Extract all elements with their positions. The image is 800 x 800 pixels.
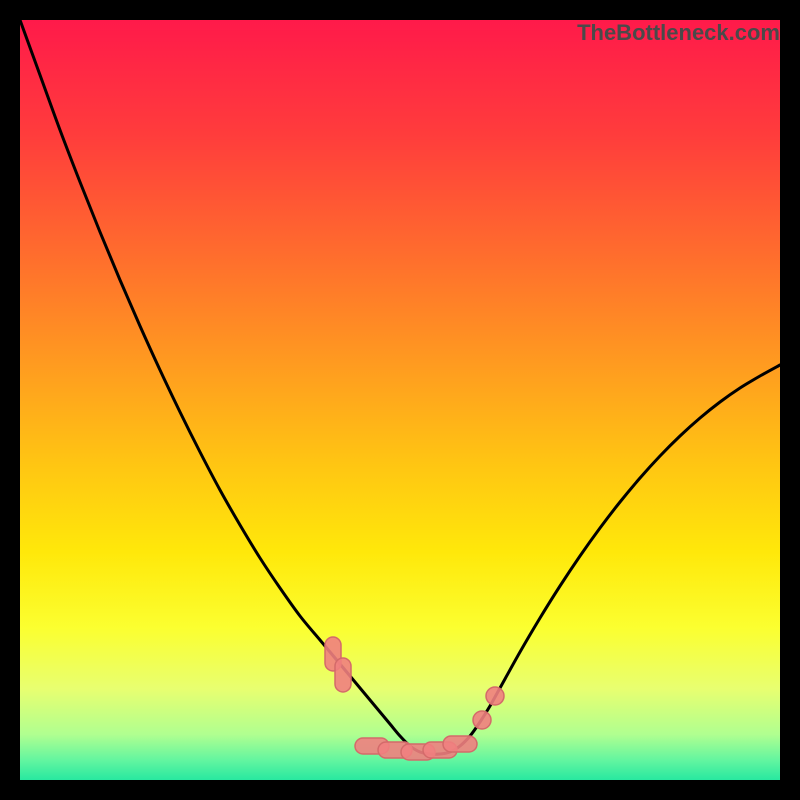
watermark-text: TheBottleneck.com [577, 20, 780, 46]
plot-area [20, 20, 780, 780]
gradient-background [20, 20, 780, 780]
plot-svg [20, 20, 780, 780]
marker-1-4 [443, 736, 477, 752]
marker-2-1 [486, 687, 504, 705]
marker-2-0 [473, 711, 491, 729]
chart-frame: TheBottleneck.com [0, 0, 800, 800]
marker-0-1 [335, 658, 351, 692]
